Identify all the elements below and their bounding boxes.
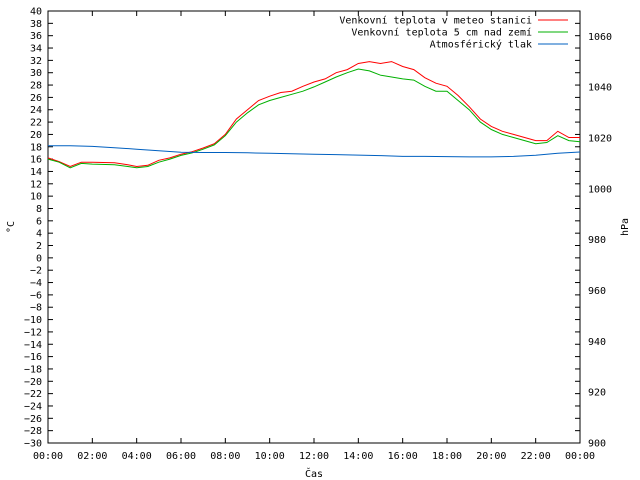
series-line-1	[47, 61, 580, 168]
y-tick-label: 14	[30, 167, 42, 178]
y2-tick-label: 1060	[588, 32, 612, 43]
y2-axis-label: hPa	[620, 218, 631, 236]
y-tick-label: −8	[30, 303, 42, 314]
y-tick-label: −6	[30, 290, 42, 301]
x-tick-label: 04:00	[122, 451, 152, 462]
series-line-2	[47, 68, 581, 169]
y-tick-label: 40	[30, 7, 42, 18]
y-tick-label: −4	[30, 278, 42, 289]
y-tick-label: 36	[30, 31, 42, 42]
plot-area	[47, 10, 581, 444]
y-tick-label: 34	[30, 44, 42, 55]
y-tick-label: −16	[24, 352, 42, 363]
y-tick-label: 8	[36, 204, 42, 215]
left-axis: 4038363432302826242220181614121086420−2−…	[24, 7, 580, 450]
y-tick-label: 4	[36, 229, 42, 240]
y-tick-label: 28	[30, 81, 42, 92]
right-axis: 1060 1040 1020 1000 980 960 940 920 900	[588, 32, 612, 450]
legend: Venkovní teplota v meteo staniciVenkovní…	[339, 15, 568, 51]
y2-tick-label: 940	[588, 337, 606, 348]
y-tick-label: 38	[30, 19, 42, 30]
y-tick-label: −24	[24, 401, 42, 412]
series-lines	[47, 61, 581, 169]
y-tick-label: −18	[24, 364, 42, 375]
legend-label-1: Venkovní teplota v meteo stanici	[339, 15, 532, 27]
x-tick-label: 16:00	[388, 451, 418, 462]
bottom-axis: 00:00 02:00 04:00 06:00 08:00 10:00 12:00 14:00…	[33, 11, 595, 462]
y-tick-label: −22	[24, 389, 42, 400]
y-tick-label: 30	[30, 68, 42, 79]
y-tick-label: 22	[30, 118, 42, 129]
y-tick-label: −10	[24, 315, 42, 326]
y2-tick-label: 1040	[588, 83, 612, 94]
x-tick-label: 00:00	[565, 451, 595, 462]
x-tick-label: 06:00	[166, 451, 196, 462]
y-tick-label: 0	[36, 253, 42, 264]
y2-tick-label: 900	[588, 439, 606, 450]
y-tick-label: −20	[24, 377, 42, 388]
x-tick-label: 18:00	[432, 451, 462, 462]
y-tick-label: 2	[36, 241, 42, 252]
y-tick-label: −30	[24, 439, 42, 450]
y2-tick-label: 1020	[588, 134, 612, 145]
y-tick-label: 16	[30, 155, 42, 166]
y-tick-label: 12	[30, 179, 42, 190]
y-tick-label: 10	[30, 192, 42, 203]
y2-tick-label: 920	[588, 388, 606, 399]
y-tick-label: −14	[24, 340, 42, 351]
x-tick-label: 08:00	[210, 451, 240, 462]
y-tick-label: 26	[30, 93, 42, 104]
x-tick-label: 20:00	[476, 451, 506, 462]
y2-tick-label: 960	[588, 286, 606, 297]
y-tick-label: −2	[30, 266, 42, 277]
y-tick-label: −26	[24, 414, 42, 425]
series-line-3	[48, 145, 581, 158]
x-tick-label: 14:00	[343, 451, 373, 462]
y-tick-label: 32	[30, 56, 42, 67]
x-axis-label: Čas	[305, 467, 323, 480]
y2-tick-label: 980	[588, 235, 606, 246]
y-tick-label: 20	[30, 130, 42, 141]
x-tick-label: 22:00	[521, 451, 551, 462]
y2-tick-label: 1000	[588, 184, 612, 195]
x-tick-label: 10:00	[255, 451, 285, 462]
x-tick-label: 12:00	[299, 451, 329, 462]
y-tick-label: 18	[30, 142, 42, 153]
y-tick-label: −12	[24, 327, 42, 338]
x-tick-label: 00:00	[33, 451, 63, 462]
y-tick-label: −28	[24, 426, 42, 437]
legend-label-3: Atmosférický tlak	[430, 39, 532, 51]
legend-label-2: Venkovní teplota 5 cm nad zemí	[351, 27, 532, 39]
y-tick-label: 24	[30, 105, 42, 116]
y-axis-label: °C	[6, 221, 17, 233]
y-tick-label: 6	[36, 216, 42, 227]
x-tick-label: 02:00	[77, 451, 107, 462]
